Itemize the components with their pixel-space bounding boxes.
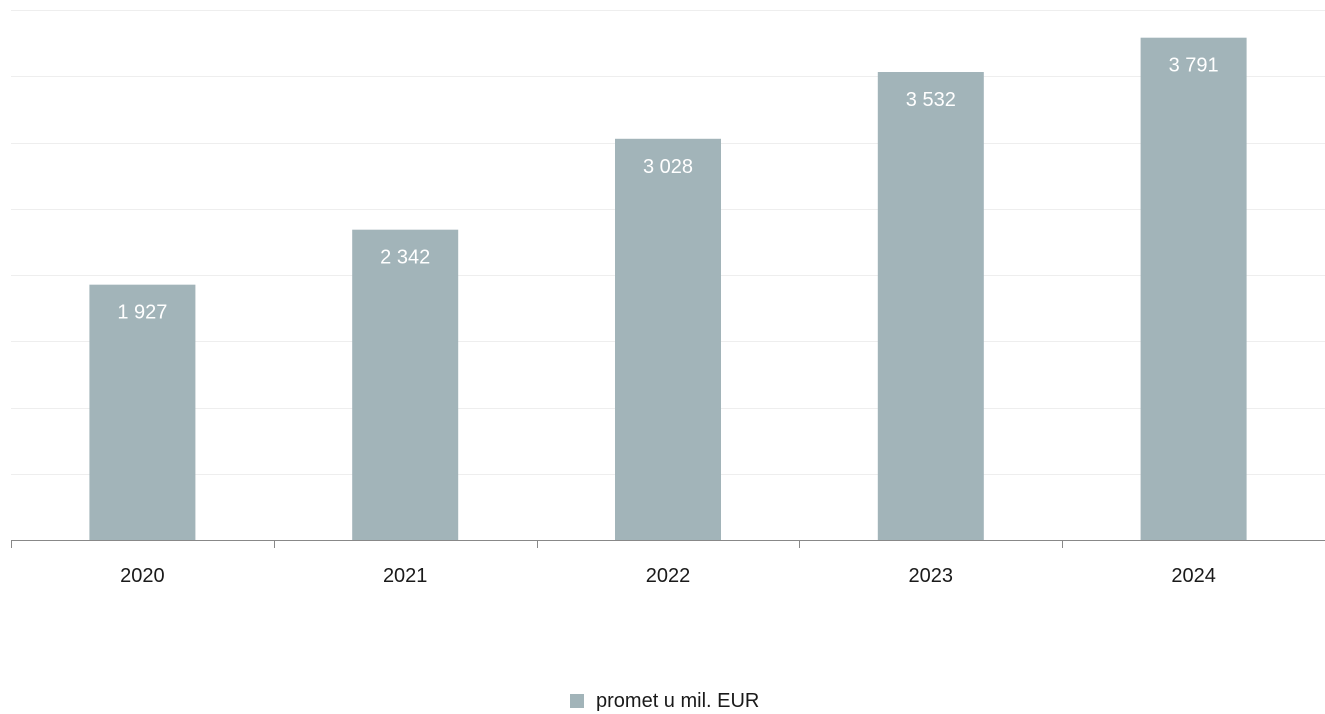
x-tick-label-2023: 2023 bbox=[909, 565, 954, 587]
bars bbox=[89, 38, 1246, 540]
bar-2023 bbox=[878, 72, 984, 540]
legend: promet u mil. EUR bbox=[570, 688, 759, 714]
x-tick-label-2022: 2022 bbox=[646, 565, 691, 587]
value-label-2021: 2 342 bbox=[380, 247, 430, 269]
bar-2021 bbox=[352, 230, 458, 540]
legend-label: promet u mil. EUR bbox=[596, 690, 759, 713]
legend-swatch bbox=[570, 694, 584, 708]
bar-2022 bbox=[615, 139, 721, 540]
x-tick-label-2024: 2024 bbox=[1171, 565, 1216, 587]
bar-2024 bbox=[1141, 38, 1247, 540]
value-label-2023: 3 532 bbox=[906, 89, 956, 111]
x-tick-label-2021: 2021 bbox=[383, 565, 428, 587]
x-axis-ticks bbox=[12, 540, 1325, 548]
x-axis-tick-labels: 2020 2021 2022 2023 2024 bbox=[120, 565, 1216, 587]
value-label-2020: 1 927 bbox=[117, 302, 167, 324]
x-tick-label-2020: 2020 bbox=[120, 565, 165, 587]
value-label-2024: 3 791 bbox=[1169, 55, 1219, 77]
value-label-2022: 3 028 bbox=[643, 156, 693, 178]
